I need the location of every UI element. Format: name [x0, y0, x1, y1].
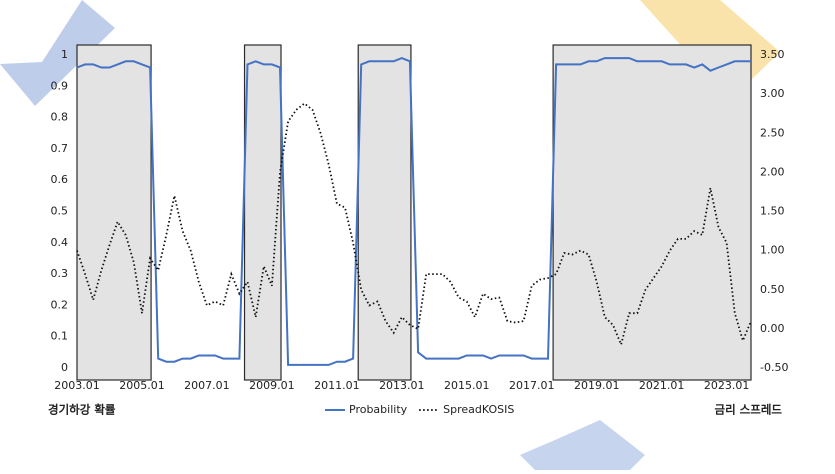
y2-tick-label: 1.50 [760, 205, 785, 218]
high-probability-band [357, 44, 412, 381]
y-tick-label: 1 [61, 48, 68, 61]
y-tick-label: 0.3 [51, 267, 69, 280]
y2-tick-label: 0.00 [760, 322, 785, 335]
y2-tick-label: -0.50 [760, 361, 788, 374]
y-tick-label: 0.5 [51, 205, 69, 218]
x-tick-label: 2005.01 [119, 379, 165, 392]
x-tick-label: 2019.01 [574, 379, 620, 392]
legend-label: Probability [349, 403, 408, 416]
decor-diamond [520, 420, 645, 470]
y-tick-label: 0.6 [51, 173, 69, 186]
x-tick-label: 2015.01 [444, 379, 490, 392]
y-tick-label: 0.4 [51, 236, 69, 249]
legend-label: SpreadKOSIS [443, 403, 514, 416]
x-tick-label: 2003.01 [54, 379, 100, 392]
x-tick-label: 2017.01 [509, 379, 555, 392]
y-tick-label: 0.9 [51, 79, 69, 92]
y2-tick-label: 2.50 [760, 126, 785, 139]
y2-tick-label: 3.00 [760, 87, 785, 100]
y2-tick-label: 2.00 [760, 165, 785, 178]
x-tick-label: 2023.01 [704, 379, 750, 392]
y2-tick-label: 1.00 [760, 244, 785, 257]
y-tick-label: 0.8 [51, 111, 69, 124]
y-tick-label: 0 [61, 361, 68, 374]
high-probability-band [243, 44, 282, 381]
y2-tick-label: 0.50 [760, 283, 785, 296]
x-tick-label: 2021.01 [639, 379, 685, 392]
x-tick-label: 2009.01 [249, 379, 295, 392]
decor-diamond [0, 0, 115, 106]
x-tick-label: 2011.01 [314, 379, 360, 392]
high-probability-band [552, 44, 752, 381]
high-probability-band [76, 44, 152, 381]
x-tick-label: 2007.01 [184, 379, 230, 392]
y-tick-label: 0.7 [51, 142, 69, 155]
plot-area [76, 44, 752, 381]
x-tick-label: 2013.01 [379, 379, 425, 392]
y2-axis-label: 금리 스프레드 [715, 403, 783, 417]
y-tick-label: 0.1 [51, 330, 69, 343]
y-axis-label: 경기하강 확률 [48, 403, 116, 417]
y2-tick-label: 3.50 [760, 48, 785, 61]
y-tick-label: 0.2 [51, 298, 69, 311]
series-line [76, 102, 752, 348]
series-line [76, 57, 751, 366]
